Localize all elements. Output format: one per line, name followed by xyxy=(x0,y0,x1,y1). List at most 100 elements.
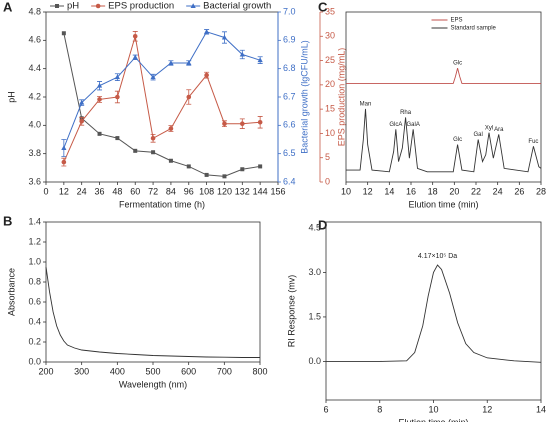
legend-label: EPS xyxy=(451,18,463,24)
y-axis-label: Absorbance xyxy=(6,268,16,316)
y2-tick-label: 7.0 xyxy=(283,6,296,16)
y2-tick-label: 6.6 xyxy=(283,120,296,130)
y-tick-label: 1.4 xyxy=(28,216,41,226)
x-tick-label: 156 xyxy=(270,186,285,196)
y-tick-label: 3.8 xyxy=(28,148,41,158)
x-tick-label: 700 xyxy=(217,366,232,376)
panel-letter: B xyxy=(3,213,12,228)
marker xyxy=(115,136,120,141)
peak-label: Ara xyxy=(494,127,504,133)
legend-label: pH xyxy=(67,1,79,12)
y3-tick-label: 0 xyxy=(325,176,330,186)
x-axis-label: Fermentation time (h) xyxy=(119,199,205,209)
y2-tick-label: 6.7 xyxy=(283,91,296,101)
plot-frame xyxy=(45,221,261,363)
marker xyxy=(257,57,263,63)
marker xyxy=(61,31,66,36)
y-tick-label: 4.4 xyxy=(28,63,41,73)
x-tick-label: 600 xyxy=(181,366,196,376)
peak-label: GalA xyxy=(406,122,419,128)
marker xyxy=(79,118,84,124)
legend-marker xyxy=(55,4,59,8)
x-tick-label: 60 xyxy=(130,186,140,196)
marker xyxy=(258,164,263,169)
marker xyxy=(61,159,67,165)
marker xyxy=(97,97,102,102)
legend-label: EPS production xyxy=(108,1,174,12)
marker xyxy=(133,148,138,153)
y-tick-label: 0.4 xyxy=(28,316,41,326)
y2-tick-label: 6.8 xyxy=(283,63,296,73)
x-tick-label: 400 xyxy=(110,366,125,376)
marker xyxy=(79,99,85,105)
x-tick-label: 20 xyxy=(449,186,459,196)
y-tick-label: 4.2 xyxy=(28,91,41,101)
marker xyxy=(257,119,263,125)
x-tick-label: 96 xyxy=(184,186,194,196)
y-tick-label: 0.0 xyxy=(308,356,321,366)
legend-marker xyxy=(190,3,196,9)
marker xyxy=(240,167,245,172)
x-tick-label: 24 xyxy=(493,186,503,196)
y-tick-label: 1.0 xyxy=(28,256,41,266)
marker xyxy=(204,72,209,78)
x-tick-label: 14 xyxy=(536,404,546,414)
y-axis-label: pH xyxy=(6,91,16,103)
series-line xyxy=(346,108,542,173)
y2-tick-label: 6.9 xyxy=(283,35,296,45)
peak-label: Xyl xyxy=(485,125,493,131)
y-tick-label: 4.5 xyxy=(308,222,321,232)
x-tick-label: 26 xyxy=(514,186,524,196)
y3-tick-label: 15 xyxy=(325,104,335,114)
peak-label: Rha xyxy=(400,110,412,116)
x-tick-label: 8 xyxy=(377,404,382,414)
y-tick-label: 0.0 xyxy=(28,356,41,366)
x-tick-label: 16 xyxy=(406,186,416,196)
marker xyxy=(114,74,120,80)
marker xyxy=(204,29,210,34)
x-tick-label: 84 xyxy=(166,186,176,196)
y-tick-label: 0.8 xyxy=(28,276,41,286)
x-tick-label: 132 xyxy=(235,186,250,196)
series-line xyxy=(346,67,541,84)
plot-frame xyxy=(345,11,542,183)
y3-tick-label: 30 xyxy=(325,31,335,41)
marker xyxy=(168,126,174,131)
x-tick-label: 48 xyxy=(112,186,122,196)
y-tick-label: 0.6 xyxy=(28,296,41,306)
legend-label: Standard sample xyxy=(451,26,497,32)
series-line xyxy=(45,266,260,358)
marker xyxy=(168,158,173,163)
y2-tick-label: 6.4 xyxy=(283,176,296,186)
y-axis-label: RI Response (mv) xyxy=(286,275,296,348)
marker xyxy=(222,174,227,179)
x-tick-label: 120 xyxy=(217,186,232,196)
marker xyxy=(132,54,138,60)
series-line xyxy=(63,36,261,163)
plot-frame xyxy=(325,221,542,401)
panel-letter: C xyxy=(318,0,328,14)
x-tick-label: 6 xyxy=(323,404,328,414)
marker xyxy=(239,51,245,57)
peak-label: Man xyxy=(360,101,372,107)
x-tick-label: 12 xyxy=(363,186,373,196)
y-tick-label: 0.2 xyxy=(28,336,41,346)
marker xyxy=(222,121,227,127)
x-tick-label: 72 xyxy=(148,186,158,196)
peak-label: Fuc xyxy=(528,139,538,145)
y3-tick-label: 25 xyxy=(325,55,335,65)
y-tick-label: 4.6 xyxy=(28,35,41,45)
panel-letter: D xyxy=(318,217,327,232)
x-tick-label: 10 xyxy=(428,404,438,414)
marker xyxy=(97,131,102,136)
x-tick-label: 14 xyxy=(384,186,394,196)
marker xyxy=(151,150,156,155)
marker xyxy=(150,74,156,80)
y3-axis-label: EPS production (mg/mL) xyxy=(336,48,346,147)
peak-label: Glc xyxy=(453,61,462,67)
series-line xyxy=(63,33,261,177)
marker xyxy=(204,172,209,177)
x-tick-label: 108 xyxy=(199,186,214,196)
x-tick-label: 300 xyxy=(74,366,89,376)
